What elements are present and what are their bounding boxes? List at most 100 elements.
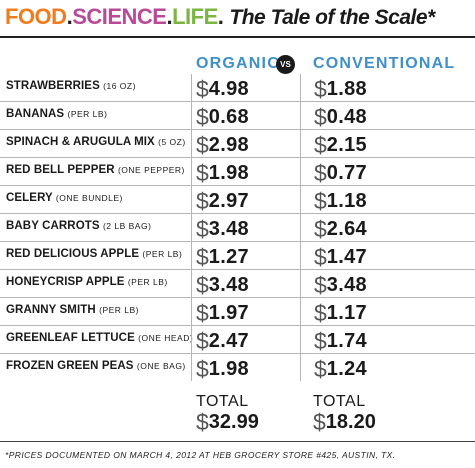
- conventional-price: $2.64: [314, 214, 367, 242]
- conventional-price-value: 1.24: [326, 358, 367, 380]
- item-label: BABY CARROTS: [6, 220, 100, 232]
- organic-price: $1.98: [196, 354, 249, 382]
- organic-price: $2.98: [196, 130, 249, 158]
- item-label: STRAWBERRIES: [6, 80, 100, 92]
- brand-food: FOOD: [5, 4, 67, 29]
- currency-symbol: $: [314, 300, 327, 326]
- currency-symbol: $: [313, 409, 326, 435]
- column-divider: [191, 242, 192, 269]
- currency-symbol: $: [196, 132, 209, 158]
- organic-total-value: 32.99: [208, 411, 259, 433]
- item-name: STRAWBERRIES (16 OZ): [6, 80, 136, 92]
- table-row: GRANNY SMITH (PER LB) $1.97 $1.17: [0, 297, 475, 326]
- conventional-price-value: 2.64: [326, 218, 367, 240]
- currency-symbol: $: [314, 160, 327, 186]
- item-label: GRANNY SMITH: [6, 304, 96, 316]
- table-row: BABY CARROTS (2 LB BAG) $3.48 $2.64: [0, 213, 475, 242]
- currency-symbol: $: [196, 188, 209, 214]
- currency-symbol: $: [196, 104, 209, 130]
- organic-price: $3.48: [196, 214, 249, 242]
- conventional-price-value: 1.18: [326, 190, 367, 212]
- organic-price: $4.98: [196, 74, 249, 102]
- currency-symbol: $: [196, 300, 209, 326]
- item-unit: (2 LB BAG): [102, 221, 152, 231]
- conventional-total: TOTAL $18.20: [313, 394, 376, 436]
- item-unit: (PER LB): [99, 305, 140, 315]
- column-divider: [191, 102, 192, 129]
- footnote: *PRICES DOCUMENTED ON MARCH 4, 2012 AT H…: [5, 450, 396, 460]
- item-unit: (5 OZ): [158, 137, 186, 147]
- column-divider: [191, 186, 192, 213]
- organic-price: $1.27: [196, 242, 249, 270]
- conventional-price: $1.18: [314, 186, 367, 214]
- total-label: TOTAL: [313, 393, 366, 410]
- organic-price: $3.48: [196, 270, 249, 298]
- currency-symbol: $: [196, 76, 209, 102]
- column-divider: [191, 326, 192, 353]
- organic-price-value: 3.48: [208, 274, 249, 296]
- column-divider: [300, 326, 301, 353]
- organic-price-value: 0.68: [208, 106, 249, 128]
- table-row: GREENLEAF LETTUCE (ONE HEAD) $2.47 $1.74: [0, 325, 475, 354]
- table-row: SPINACH & ARUGULA MIX (5 OZ) $2.98 $2.15: [0, 129, 475, 158]
- organic-total: TOTAL $32.99: [196, 394, 259, 436]
- item-name: BABY CARROTS (2 LB BAG): [6, 220, 151, 232]
- table-row: RED DELICIOUS APPLE (PER LB) $1.27 $1.47: [0, 241, 475, 270]
- item-label: FROZEN GREEN PEAS: [6, 360, 134, 372]
- item-name: CELERY (ONE BUNDLE): [6, 192, 123, 204]
- item-name: RED BELL PEPPER (ONE PEPPER): [6, 164, 185, 176]
- footer-divider: [0, 441, 475, 442]
- table-row: RED BELL PEPPER (ONE PEPPER) $1.98 $0.77: [0, 157, 475, 186]
- conventional-price: $2.15: [314, 130, 367, 158]
- column-divider: [191, 74, 192, 101]
- column-divider: [191, 158, 192, 185]
- item-label: RED BELL PEPPER: [6, 164, 115, 176]
- vs-badge: VS: [276, 55, 295, 74]
- brand-separator: .: [217, 4, 224, 29]
- column-divider: [191, 270, 192, 297]
- conventional-total-value: 18.20: [325, 411, 376, 433]
- item-name: GREENLEAF LETTUCE (ONE HEAD): [6, 332, 193, 344]
- brand-separator: .: [66, 4, 73, 29]
- currency-symbol: $: [196, 328, 209, 354]
- column-divider: [300, 158, 301, 185]
- organic-price-value: 2.98: [208, 134, 249, 156]
- conventional-price-value: 1.88: [326, 78, 367, 100]
- total-label: TOTAL: [196, 393, 249, 410]
- item-unit: (PER LB): [142, 249, 183, 259]
- item-unit: (16 OZ): [103, 81, 136, 91]
- organic-price-value: 1.98: [208, 358, 249, 380]
- column-divider: [191, 354, 192, 381]
- item-name: GRANNY SMITH (PER LB): [6, 304, 139, 316]
- conventional-price-value: 3.48: [326, 274, 367, 296]
- column-divider: [300, 270, 301, 297]
- column-divider: [300, 186, 301, 213]
- currency-symbol: $: [196, 216, 209, 242]
- conventional-price: $1.88: [314, 74, 367, 102]
- item-label: HONEYCRISP APPLE: [6, 276, 125, 288]
- brand-logo: FOOD.SCIENCE.LIFE.: [5, 4, 224, 30]
- item-name: BANANAS (PER LB): [6, 108, 107, 120]
- column-divider: [191, 298, 192, 325]
- currency-symbol: $: [314, 244, 327, 270]
- currency-symbol: $: [314, 272, 327, 298]
- table-row: FROZEN GREEN PEAS (ONE BAG) $1.98 $1.24: [0, 353, 475, 382]
- organic-price-value: 1.27: [208, 246, 249, 268]
- column-divider: [300, 242, 301, 269]
- currency-symbol: $: [314, 188, 327, 214]
- item-unit: (ONE HEAD): [138, 333, 194, 343]
- column-divider: [300, 102, 301, 129]
- conventional-price-value: 1.74: [326, 330, 367, 352]
- conventional-price: $0.77: [314, 158, 367, 186]
- currency-symbol: $: [196, 356, 209, 382]
- conventional-price-value: 1.47: [326, 246, 367, 268]
- currency-symbol: $: [314, 132, 327, 158]
- organic-price: $0.68: [196, 102, 249, 130]
- conventional-column-header: CONVENTIONAL: [313, 55, 456, 72]
- currency-symbol: $: [196, 244, 209, 270]
- item-label: RED DELICIOUS APPLE: [6, 248, 140, 260]
- column-divider: [300, 130, 301, 157]
- item-label: CELERY: [6, 192, 53, 204]
- conventional-price-value: 0.48: [326, 106, 367, 128]
- conventional-price: $0.48: [314, 102, 367, 130]
